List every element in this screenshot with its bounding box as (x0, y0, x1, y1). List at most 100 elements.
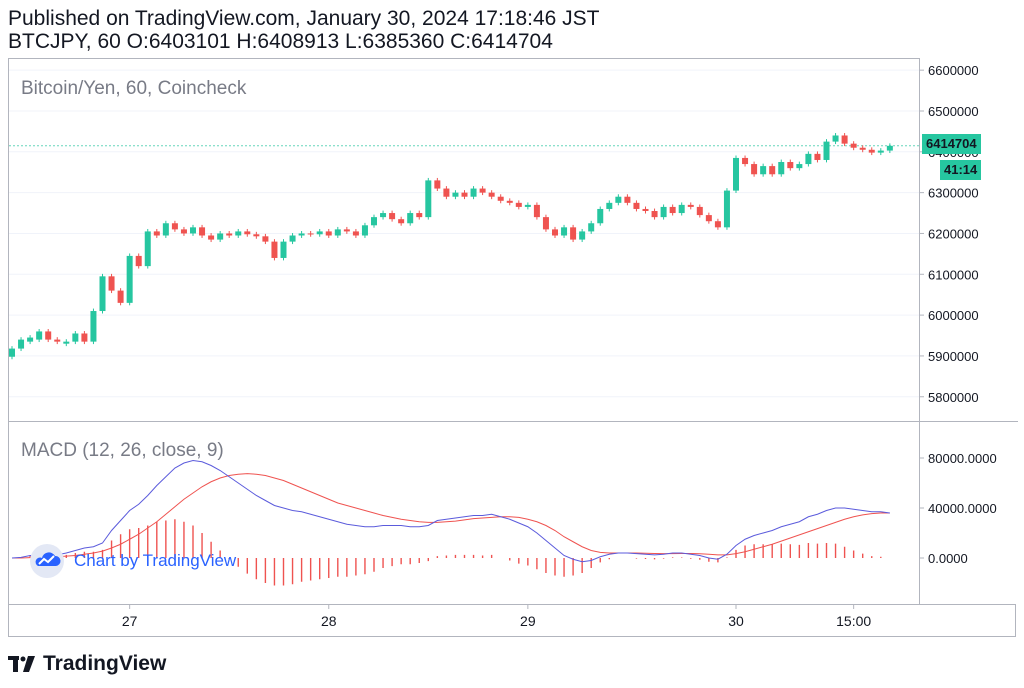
candle-body (27, 337, 34, 342)
candle-body (606, 202, 613, 209)
candle-body (81, 333, 88, 342)
tv-logo-icon (8, 656, 35, 672)
candle-body (217, 233, 224, 240)
candle-body (289, 235, 296, 242)
candle-body (588, 223, 595, 232)
price-axis-label: 6200000 (928, 226, 979, 241)
time-axis-frame (8, 604, 1016, 637)
candle-body (633, 202, 640, 209)
candle-body (660, 206, 667, 218)
candle-body (180, 229, 187, 234)
candle-body (271, 241, 278, 258)
candle-body (579, 231, 586, 240)
candle-body (18, 339, 25, 349)
candle-body (479, 188, 486, 193)
tradingview-watermark: Chart by TradingView (30, 544, 236, 578)
candle-body (171, 223, 178, 230)
candle-body (280, 241, 287, 258)
candle-body (443, 188, 450, 197)
macd-axis-label: 0.0000 (928, 551, 968, 566)
candle-body (244, 231, 251, 235)
candle-body (407, 213, 414, 224)
candle-body (343, 229, 350, 232)
candle-body (769, 166, 776, 175)
macd-axis-label: 40000.0000 (928, 501, 997, 516)
candle-body (796, 164, 803, 169)
price-axis-label: 5800000 (928, 390, 979, 405)
candle-body (144, 231, 151, 267)
candle-body (678, 204, 685, 214)
price-axis-label: 6100000 (928, 267, 979, 282)
candle-body (805, 153, 812, 165)
candle-body (253, 234, 260, 237)
tradingview-footer: TradingView (8, 651, 166, 677)
candle-body (624, 196, 631, 203)
candle-body (687, 204, 694, 207)
candle-body (371, 217, 377, 226)
candle-body (886, 145, 893, 151)
candle-body (162, 223, 169, 236)
candle-body (515, 202, 522, 207)
candle-body (316, 231, 323, 235)
candle-body (814, 153, 821, 160)
bar-countdown-tag: 41:14 (940, 160, 982, 180)
candle-body (108, 276, 115, 291)
macd-axis-label: 80000.0000 (928, 451, 997, 466)
candle-body (298, 233, 305, 236)
candle-body (696, 206, 703, 216)
last-price-tag: 6414704 (922, 134, 981, 154)
price-axis-label: 6000000 (928, 308, 979, 323)
ohlc-header: BTCJPY, 60 O:6403101 H:6408913 L:6385360… (8, 30, 553, 53)
candle-body (90, 311, 97, 342)
time-axis-label: 27 (122, 613, 138, 629)
time-axis-label: 30 (728, 613, 744, 629)
candle-body (497, 196, 504, 201)
candle-body (524, 204, 531, 207)
candle-body (542, 217, 549, 230)
candle-body (470, 188, 477, 197)
candle-body (561, 227, 568, 236)
candle-body (325, 231, 332, 236)
candle-body (380, 213, 387, 218)
candle-body (334, 229, 341, 236)
candle-body (506, 200, 513, 203)
candle-body (533, 204, 540, 218)
candle-body (760, 166, 767, 175)
price-axis-label: 6300000 (928, 186, 979, 201)
candle-body (352, 231, 359, 236)
time-axis-label: 28 (321, 613, 337, 629)
candle-body (877, 150, 884, 153)
candle-body (841, 135, 848, 144)
candle-body (742, 157, 749, 165)
candle-body (452, 192, 459, 197)
candle-body (733, 157, 739, 191)
candle-body (425, 180, 432, 218)
signal-line (12, 473, 890, 559)
candle-body (823, 141, 830, 160)
candle-body (416, 213, 423, 218)
cloud-icon (30, 544, 64, 578)
candle-body (868, 149, 875, 153)
main-chart-title: Bitcoin/Yen, 60, Coincheck (21, 78, 247, 99)
price-axis-label: 5900000 (928, 349, 979, 364)
candle-body (787, 162, 794, 169)
candle-body (434, 180, 441, 189)
time-axis-label: 15:00 (836, 613, 871, 629)
candle-body (153, 231, 160, 236)
price-axis-label: 6600000 (928, 63, 979, 78)
candle-body (199, 227, 206, 236)
candle-body (117, 290, 124, 303)
candle-body (859, 147, 866, 150)
candle-body (488, 192, 495, 197)
candle-body (389, 213, 396, 220)
candle-body (714, 221, 721, 228)
candle-body (262, 236, 269, 242)
candle-body (570, 227, 577, 240)
candle-body (669, 206, 676, 214)
candle-body (461, 192, 468, 197)
candle-body (190, 227, 196, 234)
candle-body (208, 235, 215, 240)
price-axis-label: 6500000 (928, 104, 979, 119)
candle-body (235, 231, 242, 236)
